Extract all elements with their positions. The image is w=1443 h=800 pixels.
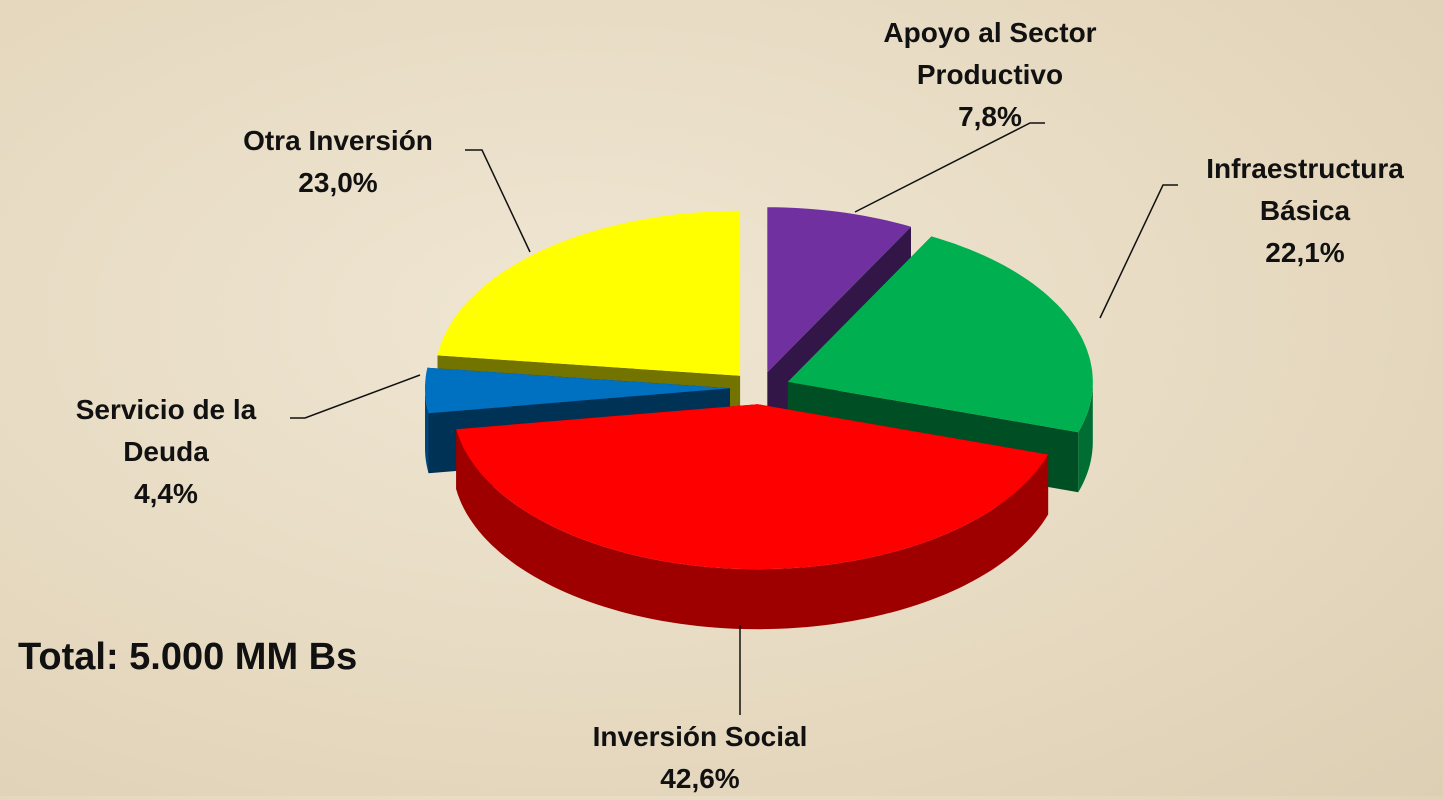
slice-side: [456, 429, 1049, 630]
slice: [456, 404, 1049, 570]
annotation: Total: 5.000 MM Bs: [18, 636, 358, 678]
category-label: Otra Inversión: [243, 125, 433, 156]
slice: [437, 210, 741, 376]
leader-line: [854, 122, 1045, 213]
value-label: 22,1%: [1265, 237, 1345, 268]
leader-line: [290, 374, 421, 419]
value-label: 4,4%: [134, 478, 198, 509]
leader-line: [1099, 184, 1178, 319]
category-label: Servicio de la Deuda: [75, 394, 257, 467]
leader-line: [465, 149, 531, 253]
category-label: Infraestructura Básica: [1206, 153, 1404, 226]
slice: [425, 367, 730, 414]
category-label: Inversión Social: [592, 721, 808, 752]
value-label: 42,6%: [660, 763, 740, 794]
slice-label: Inversión Social 42,6%: [500, 716, 900, 800]
slice-label: Apoyo al Sector Productivo 7,8%: [860, 12, 1120, 138]
slice: [787, 236, 1093, 433]
slice-label: Infraestructura Básica 22,1%: [1180, 148, 1430, 274]
slice: [767, 207, 911, 373]
slice-side: [425, 388, 429, 474]
value-label: 23,0%: [298, 167, 378, 198]
category-label: Apoyo al Sector Productivo: [883, 17, 1097, 90]
slice-label: Servicio de la Deuda 4,4%: [48, 389, 284, 515]
value-label: 7,8%: [958, 101, 1022, 132]
pie: [425, 207, 1093, 630]
slice-side: [1078, 381, 1093, 493]
slice-label: Otra Inversión 23,0%: [188, 120, 488, 204]
